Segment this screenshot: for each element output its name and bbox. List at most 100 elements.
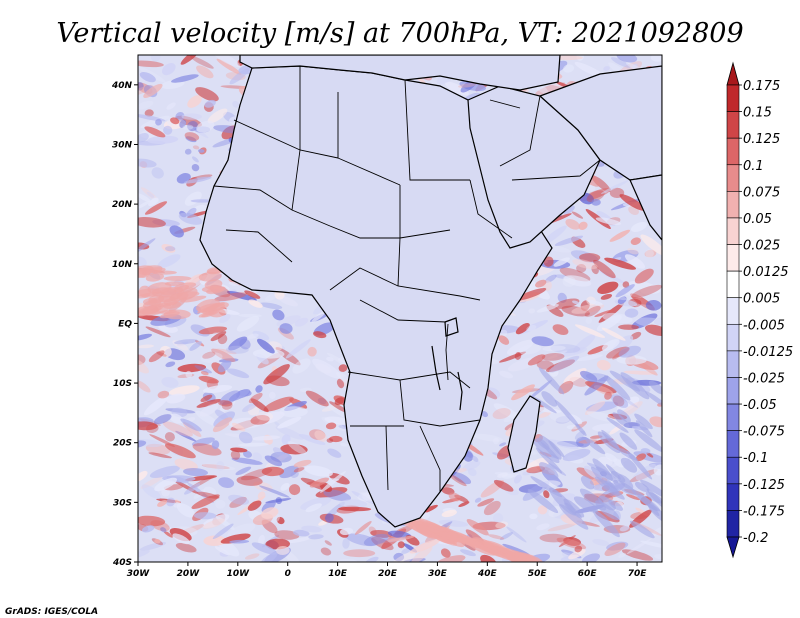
longitude-axis: 30W 20W 10W 0 10E 20E 30E 40E 50E 60E 70E [127,562,647,579]
field-patch [554,235,584,246]
field-patch [499,442,507,447]
field-patch [206,286,226,295]
field-patch [539,462,559,480]
field-patch [221,400,233,410]
field-patch [614,392,639,408]
field-patch [323,401,351,421]
field-patch [458,501,470,508]
field-patch [498,370,514,379]
field-patch [138,82,144,91]
field-patch [292,358,311,374]
field-patch [563,275,592,287]
field-patch [571,211,584,219]
field-patch [202,518,225,529]
field-patch [320,470,346,493]
field-patch [138,200,151,209]
field-patch [145,326,171,338]
field-patch [201,309,220,318]
colorbar-label: 0.025 [743,239,780,254]
field-patch [579,253,601,262]
grads-credit: GrADS: IGES/COLA [5,607,98,617]
field-patch [601,429,620,450]
colorbar-label: 0.175 [743,79,780,94]
field-patch [389,551,416,562]
field-patch [156,351,167,357]
field-patch [275,426,304,440]
field-patch [455,468,467,473]
field-patch [617,474,634,490]
field-patch [339,527,354,536]
colorbar-label: 0.125 [743,132,780,147]
field-patch [261,507,279,519]
field-patch [212,523,234,540]
field-patch [547,523,576,532]
field-patch [280,443,308,455]
colorbar-swatch [726,270,740,299]
field-patch [204,99,216,108]
field-patch [177,341,189,347]
field-patch [529,513,538,520]
field-patch [268,391,276,399]
field-patch [189,341,202,351]
field-patch [175,430,197,442]
field-patch [244,553,260,560]
field-patch [196,398,221,408]
field-patch [243,450,252,458]
field-patch [325,513,334,523]
field-patch [174,458,198,471]
field-patch [545,439,579,450]
field-patch [538,367,565,395]
field-patch [193,512,217,520]
lon-tick-label: 20W [177,569,201,579]
lat-tick-label: 20N [112,200,133,210]
field-patch [472,433,503,442]
field-patch [169,413,184,424]
field-patch [138,470,148,482]
field-patch [252,330,270,341]
field-patch [632,63,638,69]
field-patch [630,221,648,233]
field-patch [214,546,230,556]
field-patch [231,422,246,432]
field-patch [281,434,291,445]
field-patch [518,484,543,493]
field-patch [183,468,208,477]
field-patch [264,293,278,302]
field-patch [365,556,379,562]
field-patch [175,111,185,121]
field-patch [645,249,654,258]
field-patch [532,438,560,464]
field-patch [272,447,285,456]
field-patch [624,308,639,318]
field-patch [576,263,587,273]
field-patch [138,100,154,110]
field-patch [550,344,581,354]
field-patch [191,164,200,172]
colorbar-label: 0.1 [743,159,764,174]
field-patch [556,347,588,357]
lat-tick-label: 30S [113,498,132,508]
field-patch [238,313,262,318]
field-patch [542,345,566,352]
field-patch [616,55,638,63]
field-patch [340,442,348,447]
field-patch [635,453,647,462]
field-patch [601,180,629,194]
field-patch [197,149,205,153]
field-patch [606,346,630,359]
field-patch [562,448,591,462]
field-patch [242,402,259,413]
field-patch [308,534,324,540]
field-patch [184,132,200,141]
field-patch [218,477,235,488]
field-patch [538,411,551,418]
field-patch [216,58,242,75]
field-patch [202,463,236,471]
field-patch [441,509,457,518]
field-patch [409,539,441,554]
colorbar-swatch [726,137,740,166]
field-patch [326,438,334,443]
field-patch [280,482,290,491]
field-patch [334,397,345,406]
field-patch [229,389,250,402]
